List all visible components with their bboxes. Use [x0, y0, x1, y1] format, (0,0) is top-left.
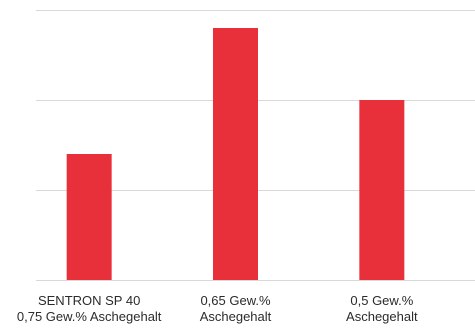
category-label: 0,65 Gew.% Aschegehalt — [199, 293, 272, 324]
bar — [66, 154, 112, 280]
category-label: 0,5 Gew.% Aschegehalt — [346, 293, 418, 324]
bar — [359, 100, 405, 280]
bar — [213, 28, 258, 280]
category-label: SENTRON SP 40 0,75 Gew.% Aschegehalt — [16, 293, 162, 324]
